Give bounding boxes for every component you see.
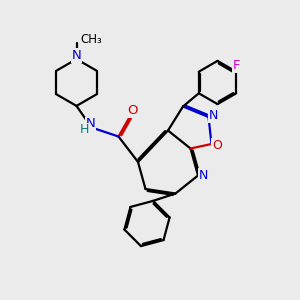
Text: F: F [233, 59, 241, 72]
Text: N: N [86, 117, 96, 130]
Text: H: H [80, 123, 89, 136]
Text: N: N [208, 109, 218, 122]
Text: N: N [199, 169, 208, 182]
Text: O: O [212, 139, 222, 152]
Text: O: O [128, 104, 138, 118]
Text: N: N [72, 49, 81, 62]
Text: CH₃: CH₃ [80, 33, 102, 46]
